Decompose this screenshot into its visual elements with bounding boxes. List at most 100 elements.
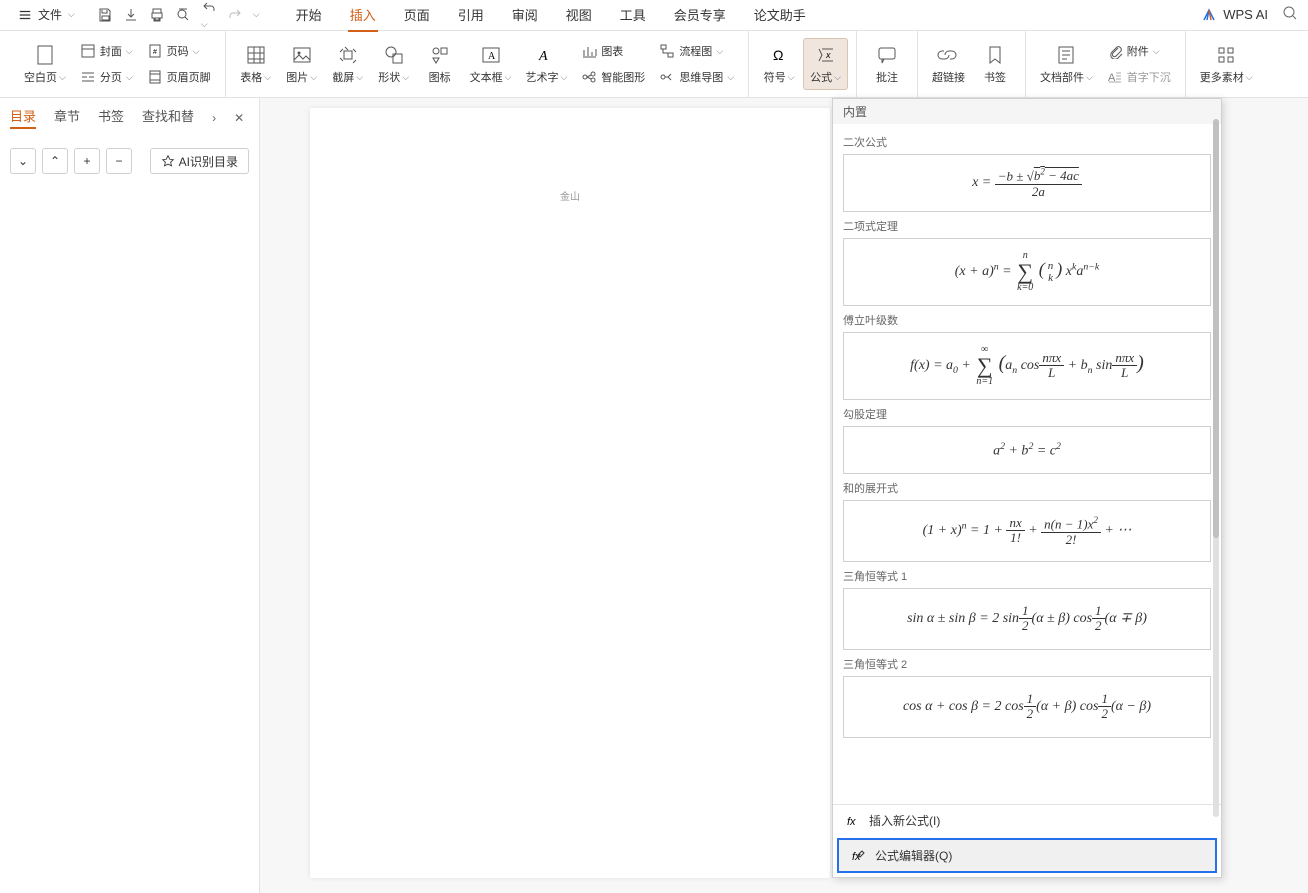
- page-number-button[interactable]: #页码⌵: [141, 40, 217, 62]
- screenshot-button[interactable]: 截屏⌵: [326, 39, 370, 89]
- formula-editor-icon: fx: [851, 848, 867, 864]
- tab-review[interactable]: 审阅: [510, 1, 540, 28]
- flowchart-button[interactable]: 流程图⌵: [653, 40, 740, 62]
- section-title-fourier: 傅立叶级数: [843, 312, 1211, 328]
- formula-button[interactable]: x公式⌵: [803, 38, 848, 90]
- cover-button[interactable]: 封面⌵: [74, 40, 139, 62]
- formula-expansion[interactable]: (1 + x)n = 1 + nx1! + n(n − 1)x22! + ⋯: [843, 500, 1211, 562]
- table-button[interactable]: 表格⌵: [234, 39, 278, 89]
- file-label: 文件: [38, 6, 62, 23]
- add-button[interactable]: +: [74, 148, 100, 174]
- ai-detect-toc-button[interactable]: AI识别目录: [150, 148, 249, 174]
- formula-editor[interactable]: fx 公式编辑器(Q): [837, 838, 1217, 873]
- shape-button[interactable]: 形状⌵: [372, 39, 416, 89]
- section-title-trig1: 三角恒等式 1: [843, 568, 1211, 584]
- qat-more-icon[interactable]: ⌵: [253, 9, 260, 20]
- search-icon[interactable]: [1282, 5, 1298, 24]
- formula-binomial[interactable]: (x + a)n = n∑k=0 (nk) xkan−k: [843, 238, 1211, 306]
- undo-icon[interactable]: ⌵: [201, 0, 217, 30]
- chart-button[interactable]: 图表: [575, 40, 651, 62]
- formula-quadratic[interactable]: x = −b ± √b2 − 4ac2a: [843, 154, 1211, 212]
- formula-dropdown-panel: 内置 二次公式 x = −b ± √b2 − 4ac2a 二项式定理 (x + …: [832, 98, 1222, 878]
- section-title-binomial: 二项式定理: [843, 218, 1211, 234]
- tab-view[interactable]: 视图: [564, 1, 594, 28]
- sidebar-close-icon[interactable]: ✕: [234, 111, 244, 125]
- dropcap-button[interactable]: A首字下沉: [1101, 66, 1177, 88]
- section-button[interactable]: 分页⌵: [74, 66, 139, 88]
- ribbon-group-more: 更多素材⌵: [1186, 31, 1267, 97]
- ribbon-group-comment: 批注: [857, 31, 918, 97]
- icon-button[interactable]: 图标: [418, 39, 462, 89]
- collapse-up-button[interactable]: ⌃: [42, 148, 68, 174]
- chevron-down-icon: ⌵: [68, 9, 75, 20]
- print-icon[interactable]: [149, 7, 165, 23]
- blank-page-button[interactable]: 空白页⌵: [18, 39, 72, 89]
- print-preview-icon[interactable]: [175, 7, 191, 23]
- page-header-text: 金山: [560, 188, 580, 203]
- section-title-quadratic: 二次公式: [843, 134, 1211, 150]
- panel-body[interactable]: 二次公式 x = −b ± √b2 − 4ac2a 二项式定理 (x + a)n…: [833, 124, 1221, 804]
- bookmark-button[interactable]: 书签: [973, 39, 1017, 89]
- doc-parts-button[interactable]: 文档部件⌵: [1034, 39, 1099, 89]
- tab-reference[interactable]: 引用: [456, 1, 486, 28]
- mindmap-button[interactable]: 思维导图⌵: [653, 66, 740, 88]
- comment-button[interactable]: 批注: [865, 39, 909, 89]
- document-page[interactable]: 金山: [310, 108, 830, 878]
- svg-text:fx: fx: [847, 816, 856, 828]
- remove-button[interactable]: −: [106, 148, 132, 174]
- redo-icon[interactable]: [227, 7, 243, 23]
- sidebar-tab-toc[interactable]: 目录: [10, 106, 36, 129]
- save-icon[interactable]: [97, 7, 113, 23]
- more-material-button[interactable]: 更多素材⌵: [1194, 39, 1259, 89]
- sidebar-more-icon[interactable]: ›: [212, 111, 216, 125]
- formula-new-icon: fx: [845, 813, 861, 829]
- wordart-button[interactable]: A艺术字⌵: [519, 39, 573, 89]
- wps-ai-label: WPS AI: [1223, 7, 1268, 22]
- tab-thesis[interactable]: 论文助手: [752, 1, 808, 28]
- picture-button[interactable]: 图片⌵: [280, 39, 324, 89]
- section-title-trig2: 三角恒等式 2: [843, 656, 1211, 672]
- textbox-button[interactable]: A文本框⌵: [464, 39, 518, 89]
- section-title-pythagoras: 勾股定理: [843, 406, 1211, 422]
- panel-footer: fx 插入新公式(I) fx 公式编辑器(Q): [833, 804, 1221, 877]
- tab-tools[interactable]: 工具: [618, 1, 648, 28]
- formula-pythagoras[interactable]: a2 + b2 = c2: [843, 426, 1211, 474]
- tab-member[interactable]: 会员专享: [672, 1, 728, 28]
- formula-fourier[interactable]: f(x) = a0 + ∞∑n=1 (an cosnπxL + bn sinnπ…: [843, 332, 1211, 400]
- svg-text:A: A: [488, 51, 496, 62]
- scrollbar-thumb[interactable]: [1213, 119, 1219, 538]
- formula-trig2[interactable]: cos α + cos β = 2 cos12(α + β) cos12(α −…: [843, 676, 1211, 738]
- export-icon[interactable]: [123, 7, 139, 23]
- ribbon-group-parts: 文档部件⌵ 附件⌵ A首字下沉: [1026, 31, 1186, 97]
- sidebar-panel: 目录 章节 书签 查找和替 › ✕ ⌄ ⌃ + − AI识别目录: [0, 98, 260, 893]
- tab-page[interactable]: 页面: [402, 1, 432, 28]
- sidebar-tab-find[interactable]: 查找和替: [142, 106, 194, 129]
- attachment-button[interactable]: 附件⌵: [1101, 40, 1177, 62]
- panel-scrollbar[interactable]: [1213, 119, 1219, 817]
- hyperlink-button[interactable]: 超链接: [926, 39, 971, 89]
- expand-down-button[interactable]: ⌄: [10, 148, 36, 174]
- svg-text:Ω: Ω: [773, 47, 783, 63]
- quick-access-toolbar: ⌵ ⌵: [97, 0, 260, 30]
- menu-tabs: 开始 插入 页面 引用 审阅 视图 工具 会员专享 论文助手: [294, 1, 808, 28]
- sidebar-tabs: 目录 章节 书签 查找和替 › ✕: [0, 98, 259, 138]
- ribbon-group-pages: 空白页⌵ 封面⌵ 分页⌵ #页码⌵ 页眉页脚: [10, 31, 226, 97]
- symbol-button[interactable]: Ω符号⌵: [757, 39, 801, 89]
- ribbon: 空白页⌵ 封面⌵ 分页⌵ #页码⌵ 页眉页脚 表格⌵ 图片⌵ 截屏⌵ 形状⌵ 图…: [0, 30, 1308, 98]
- svg-text:A: A: [538, 49, 548, 64]
- tab-insert[interactable]: 插入: [348, 1, 378, 28]
- tab-start[interactable]: 开始: [294, 1, 324, 28]
- formula-trig1[interactable]: sin α ± sin β = 2 sin12(α ± β) cos12(α ∓…: [843, 588, 1211, 650]
- header-footer-button[interactable]: 页眉页脚: [141, 66, 217, 88]
- hamburger-icon: [18, 8, 32, 22]
- ai-icon: [161, 154, 175, 168]
- smart-graphic-button[interactable]: 智能图形: [575, 66, 651, 88]
- wps-ai-icon: [1201, 7, 1217, 23]
- file-menu[interactable]: 文件 ⌵: [10, 4, 83, 25]
- sidebar-tab-chapter[interactable]: 章节: [54, 106, 80, 129]
- insert-new-formula[interactable]: fx 插入新公式(I): [833, 805, 1221, 836]
- svg-text:#: #: [153, 49, 157, 56]
- sidebar-tab-bookmark[interactable]: 书签: [98, 106, 124, 129]
- wps-ai-button[interactable]: WPS AI: [1201, 7, 1268, 23]
- svg-text:x: x: [825, 50, 831, 60]
